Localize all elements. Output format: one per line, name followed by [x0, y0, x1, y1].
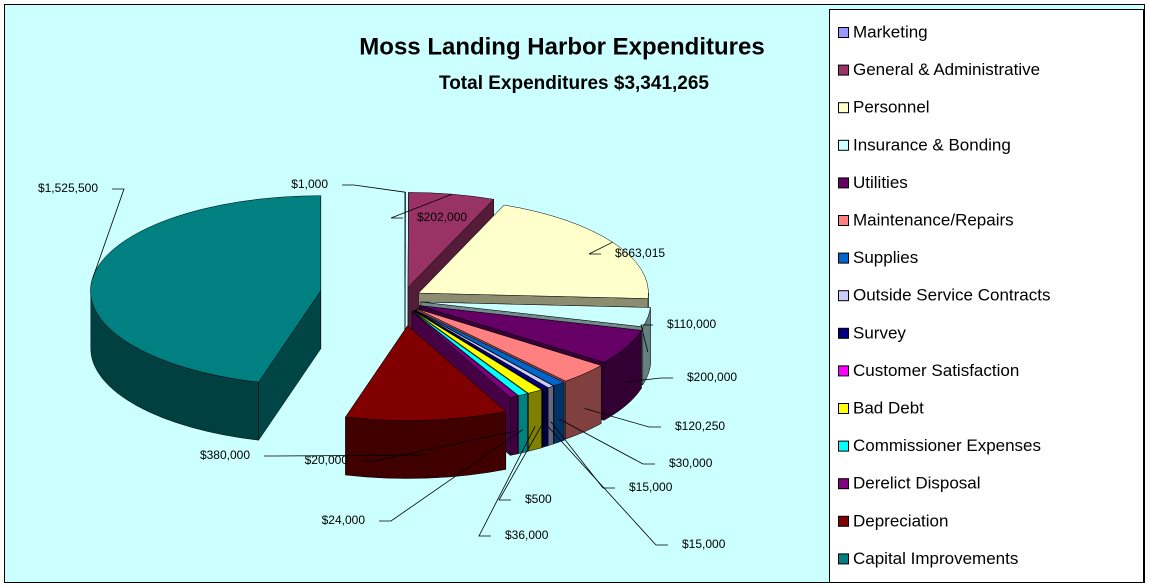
legend-label: Survey: [853, 323, 906, 342]
leader-line: [640, 324, 653, 353]
legend-label: Depreciation: [853, 511, 948, 530]
legend-label: Utilities: [853, 173, 908, 192]
pie: [90, 191, 651, 479]
legend-label: Supplies: [853, 248, 918, 267]
data-label: $24,000: [322, 513, 366, 527]
data-label: $120,250: [675, 419, 725, 433]
slice: [414, 309, 565, 386]
leader-line: [584, 408, 661, 428]
chart-subtitle: Total Expenditures $3,341,265: [439, 73, 709, 94]
leader-line: [588, 241, 613, 255]
data-label: $15,000: [629, 480, 673, 494]
data-labels: $1,000 $202,000 $663,015 $110,000 $200,000 $1…: [38, 177, 737, 551]
leader-line: [558, 418, 655, 465]
leader-line: [390, 193, 453, 219]
legend-swatch: [838, 478, 849, 490]
legend-label: General & Administrative: [853, 60, 1040, 79]
slice-side: [542, 387, 549, 448]
legend-swatch: [838, 215, 849, 226]
data-label: $200,000: [687, 370, 737, 384]
data-label: $1,000: [291, 177, 328, 191]
leader-line: [550, 421, 615, 489]
data-label: $202,000: [417, 210, 467, 224]
legend-swatch: [838, 365, 849, 377]
legend-swatch: [838, 64, 849, 76]
slice-side: [518, 393, 528, 454]
legend-label: Capital Improvements: [853, 549, 1018, 568]
data-label: $380,000: [200, 448, 250, 462]
leader-line: [264, 454, 427, 457]
data-label: $36,000: [505, 528, 549, 542]
leader-line: [498, 424, 543, 501]
data-label: $110,000: [667, 317, 716, 331]
data-label: $663,015: [615, 246, 665, 260]
legend-label: Derelict Disposal: [853, 474, 981, 493]
slice: [413, 310, 543, 394]
leader-line: [362, 431, 515, 462]
legend-swatch: [838, 440, 849, 452]
slice-side: [528, 389, 542, 452]
legend-label: Commissioner Expenses: [853, 436, 1041, 455]
data-label: $1,525,500: [38, 181, 98, 195]
slice: [345, 325, 507, 421]
legend-box: [829, 9, 1144, 583]
legend-swatch: [838, 553, 849, 565]
chart-title: Moss Landing Harbor Expenditures: [359, 33, 764, 60]
legend-swatch: [838, 27, 849, 38]
legend-label: Insurance & Bonding: [853, 135, 1011, 154]
legend-swatch: [838, 102, 849, 114]
slice-side: [345, 411, 507, 479]
leader-line: [478, 426, 536, 537]
slice: [419, 305, 642, 363]
slice-side: [547, 385, 554, 446]
leader-line: [626, 377, 673, 383]
legend-swatch: [838, 403, 849, 414]
slice: [413, 310, 544, 390]
slice-side: [509, 395, 519, 456]
legend-label: Customer Satisfaction: [853, 361, 1019, 380]
slice: [90, 195, 322, 383]
legend-swatch: [838, 327, 849, 339]
legend-label: Marketing: [853, 22, 928, 41]
data-label: $15,000: [682, 537, 726, 551]
slice: [412, 310, 529, 396]
legend-swatch: [838, 290, 849, 302]
legend-label: Outside Service Contracts: [853, 286, 1050, 305]
legend-swatch: [838, 515, 849, 527]
leader-line: [342, 184, 406, 193]
slice: [411, 311, 519, 398]
legend-label: Maintenance/Repairs: [853, 210, 1014, 229]
data-label: $500: [525, 492, 552, 506]
leader-line: [92, 188, 125, 278]
data-label: $30,000: [669, 456, 713, 470]
legend-label: Personnel: [853, 98, 930, 117]
slice: [414, 310, 555, 388]
legend-swatch: [838, 177, 849, 189]
legend-swatch: [838, 252, 849, 264]
leader-line: [544, 423, 668, 546]
slice: [416, 308, 602, 382]
legend-label: Bad Debt: [853, 398, 924, 417]
slice: [420, 301, 651, 328]
leader-line: [379, 429, 524, 522]
legend: Marketing General & Administrative Personn…: [838, 22, 1050, 568]
legend-swatch: [838, 139, 849, 151]
data-label: $20,000: [305, 453, 349, 467]
